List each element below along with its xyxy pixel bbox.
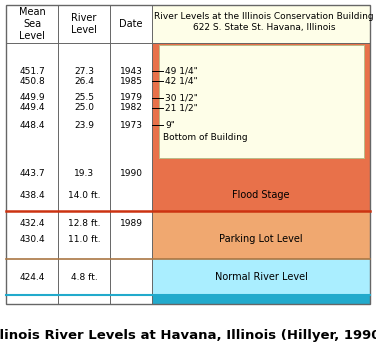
Bar [6, 43, 370, 211]
Bar [6, 211, 370, 259]
Bar [6, 5, 370, 304]
Text: 1943: 1943 [120, 66, 143, 76]
Text: 438.4: 438.4 [19, 190, 45, 199]
Text: 14.0 ft.: 14.0 ft. [68, 190, 100, 199]
Text: Normal River Level: Normal River Level [215, 272, 308, 282]
Text: 21 1/2": 21 1/2" [165, 104, 198, 112]
Text: 451.7: 451.7 [19, 66, 45, 76]
Bar [152, 295, 370, 304]
Text: 430.4: 430.4 [19, 234, 45, 244]
Text: 23.9: 23.9 [74, 120, 94, 130]
Bar [6, 211, 152, 259]
Bar [6, 43, 152, 211]
Text: 432.4: 432.4 [19, 218, 45, 228]
Text: 4.8 ft.: 4.8 ft. [71, 273, 97, 281]
Text: 25.5: 25.5 [74, 93, 94, 103]
Text: 27.3: 27.3 [74, 66, 94, 76]
Bar [159, 45, 364, 158]
Text: 1990: 1990 [120, 168, 143, 177]
Text: 1973: 1973 [120, 120, 143, 130]
Text: 42 1/4": 42 1/4" [165, 77, 198, 85]
Text: 1989: 1989 [120, 218, 143, 228]
Text: 26.4: 26.4 [74, 77, 94, 85]
Text: 449.4: 449.4 [19, 104, 45, 112]
Text: Flood Stage: Flood Stage [232, 190, 290, 200]
Text: 1982: 1982 [120, 104, 143, 112]
Bar [6, 5, 152, 43]
Text: Illinois River Levels at Havana, Illinois (Hillyer, 1990): Illinois River Levels at Havana, Illinoi… [0, 329, 376, 342]
Text: Bottom of Building: Bottom of Building [163, 133, 248, 142]
Text: Parking Lot Level: Parking Lot Level [219, 234, 303, 244]
Text: 12.8 ft.: 12.8 ft. [68, 218, 100, 228]
Text: 448.4: 448.4 [19, 120, 45, 130]
Text: 1985: 1985 [120, 77, 143, 85]
Text: River Levels at the Illinois Conservation Building
622 S. State St. Havana, Illi: River Levels at the Illinois Conservatio… [154, 12, 374, 32]
Text: 25.0: 25.0 [74, 104, 94, 112]
Text: Mean
Sea
Level: Mean Sea Level [19, 7, 45, 41]
Bar [6, 259, 152, 295]
Text: 450.8: 450.8 [19, 77, 45, 85]
Text: 443.7: 443.7 [19, 168, 45, 177]
Bar [6, 5, 370, 43]
Text: 49 1/4": 49 1/4" [165, 66, 198, 76]
Text: 11.0 ft.: 11.0 ft. [68, 234, 100, 244]
Text: 424.4: 424.4 [19, 273, 45, 281]
Text: Date: Date [119, 19, 143, 29]
Text: 19.3: 19.3 [74, 168, 94, 177]
Bar [6, 259, 370, 295]
Text: 30 1/2": 30 1/2" [165, 93, 198, 103]
Text: 9": 9" [165, 120, 175, 130]
Text: River
Level: River Level [71, 13, 97, 35]
Text: 1979: 1979 [120, 93, 143, 103]
Text: 449.9: 449.9 [19, 93, 45, 103]
